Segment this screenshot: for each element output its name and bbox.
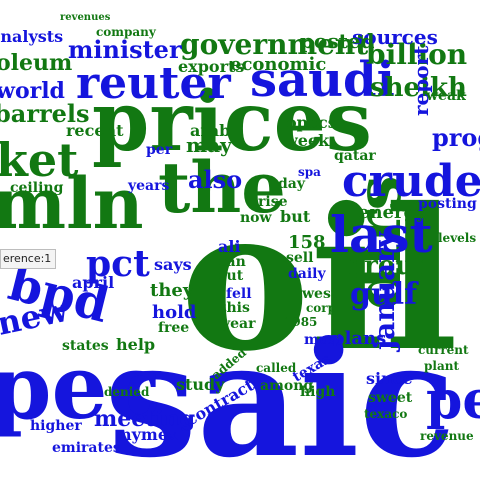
word-world: world: [0, 78, 65, 104]
word-company: company: [96, 25, 157, 39]
word-but: but: [280, 207, 311, 226]
word-ali: ali: [218, 237, 241, 256]
word-texaco: texaco: [364, 407, 407, 421]
word-also: also: [188, 165, 242, 194]
word-study: study: [176, 375, 225, 394]
word-barrels: barrels: [0, 99, 90, 128]
word-dlrs: dlrs: [342, 176, 415, 310]
word-sell: sell: [286, 250, 313, 266]
word-weak: weak: [425, 88, 466, 104]
word-the: the: [158, 146, 286, 229]
word-recent: recent: [66, 121, 124, 140]
word-may: may: [186, 133, 233, 157]
word-qatar: qatar: [334, 148, 376, 164]
word-ceiling: ceiling: [10, 180, 64, 196]
word-emirates: emirates: [52, 440, 121, 456]
word-plant: plant: [424, 359, 459, 373]
word-among: among: [260, 378, 313, 394]
word-group: group: [346, 251, 432, 281]
word-says: says: [154, 255, 192, 274]
word-government: government: [180, 28, 368, 61]
word-free: free: [158, 320, 189, 336]
word-since: since: [366, 369, 413, 388]
word-gulf: gulf: [350, 277, 419, 312]
word-pct: pct: [86, 243, 150, 285]
word-revenues: revenues: [60, 12, 111, 23]
word-saic: saic: [108, 308, 456, 480]
word-now: now: [240, 210, 273, 226]
hover-tooltip: erence:1: [0, 249, 57, 269]
word-per: per: [146, 142, 173, 158]
word-higher: higher: [30, 418, 82, 434]
word-sheikh: sheikh: [370, 73, 467, 103]
word-pec: pec: [426, 370, 480, 431]
word-states: states: [62, 338, 109, 354]
word-sweet: sweet: [368, 390, 413, 406]
word-opecs: opecs: [286, 113, 337, 132]
word-fell: fell: [226, 286, 252, 302]
word-help: help: [116, 335, 155, 354]
word-meeting: meeting: [94, 406, 195, 432]
word-energy: energy: [358, 202, 427, 223]
word-current: current: [418, 343, 469, 357]
word-oil: oil: [180, 165, 458, 394]
word-week: week: [283, 131, 330, 150]
word-west: west: [301, 286, 338, 302]
word-day: day: [278, 176, 306, 192]
word-analysts: analysts: [0, 27, 63, 46]
word-arab: arab: [190, 121, 230, 140]
word-january: january: [368, 231, 401, 353]
word-year: year: [221, 316, 256, 332]
word-years: years: [127, 178, 169, 194]
word-high: high: [300, 384, 335, 400]
word-ket: ket: [0, 133, 79, 187]
word-oleum: oleum: [0, 50, 72, 76]
word-daily: daily: [288, 266, 326, 282]
word-minister: minister: [68, 35, 182, 64]
word-spa: spa: [298, 165, 321, 179]
word-april: april: [72, 273, 114, 292]
word-billion: billion: [366, 38, 467, 71]
word-nymex: nymex: [120, 425, 178, 444]
word-cut: cut: [218, 268, 244, 284]
word-prog: prog: [432, 123, 480, 152]
word-denied: denied: [104, 385, 150, 399]
word-corp: corp: [306, 301, 336, 315]
word-158: 158: [288, 232, 326, 253]
word-revenue: revenue: [420, 429, 474, 443]
word-mln: mln: [0, 162, 144, 245]
word-sources: sources: [352, 25, 438, 49]
word-hold: hold: [152, 302, 197, 323]
word-saudi: saudi: [250, 52, 395, 108]
word-posted: posted: [300, 29, 375, 53]
word-1985: 1985: [284, 315, 317, 329]
word-exports: exports: [178, 57, 244, 76]
word-report: report: [409, 45, 433, 116]
word-crude: crude: [342, 156, 480, 207]
word-must: must: [304, 332, 344, 348]
word-rise: rise: [258, 194, 288, 210]
word-posting: posting: [418, 196, 477, 212]
word-economic: economic: [230, 54, 326, 75]
word-reuter: reuter: [76, 58, 231, 109]
word-last: last: [330, 205, 433, 264]
word-called: called: [256, 361, 297, 375]
word-prices: prices: [92, 74, 372, 170]
word-they: they: [150, 280, 194, 301]
word-can: can: [218, 254, 246, 270]
word-this: this: [220, 300, 250, 316]
word-plans: plans: [332, 328, 386, 349]
word-pec: pec: [0, 335, 161, 439]
word-levels: levels: [438, 231, 476, 245]
